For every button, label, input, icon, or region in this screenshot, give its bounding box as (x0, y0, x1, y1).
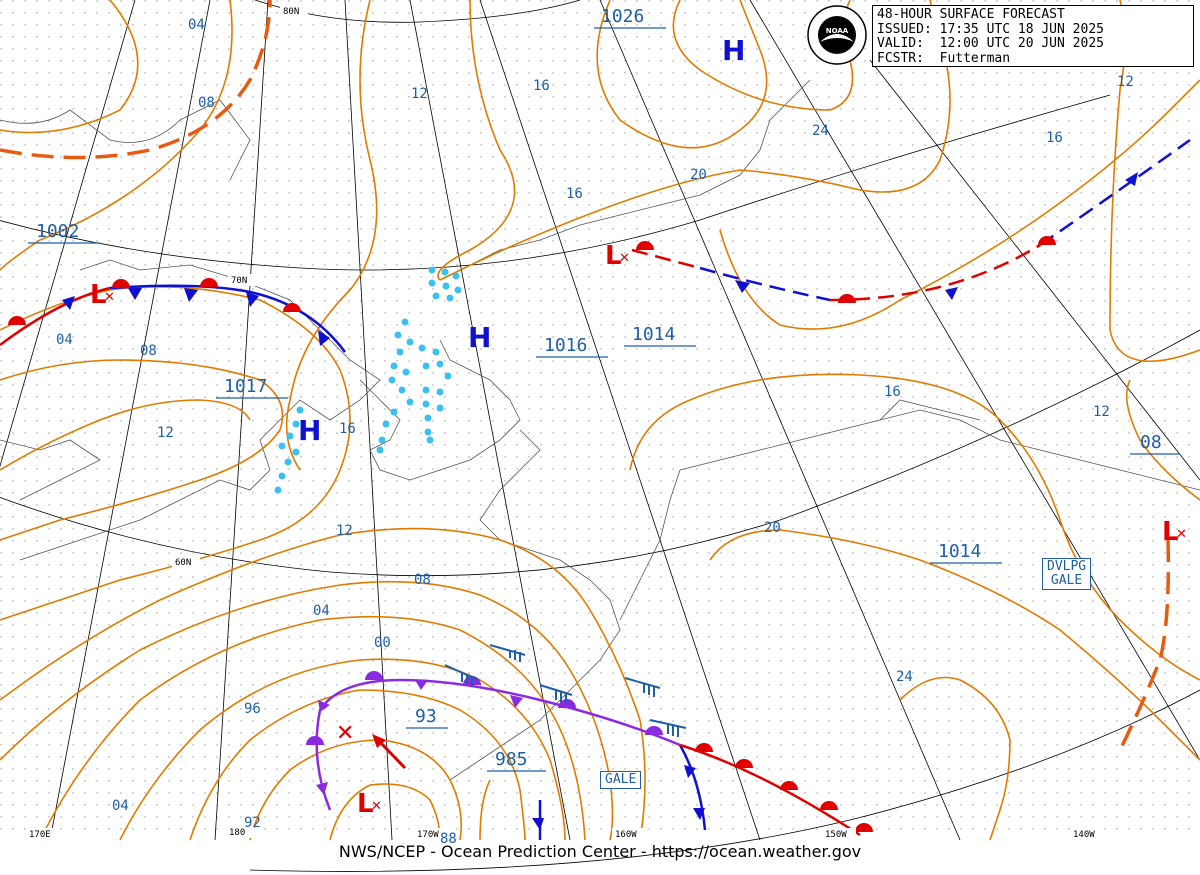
isobar-label: 04 (188, 17, 205, 33)
high-center-letter: H (722, 34, 745, 67)
isobar-label: 12 (1117, 74, 1134, 90)
isobar-label: 12 (157, 425, 174, 441)
isobar-label: 12 (1093, 404, 1110, 420)
trough-lines (0, 0, 1171, 751)
isobar-label: 24 (812, 123, 829, 139)
high-pressure-value: 1026 (601, 6, 644, 27)
isobar-label: 16 (1046, 130, 1063, 146)
lat-label-80n: 80N (283, 7, 299, 17)
low-pressure-value: 08 (1140, 432, 1162, 453)
isobar-label: 04 (112, 798, 129, 814)
isobar-label: 88 (440, 831, 457, 847)
lat-label-70n: 70N (231, 276, 247, 286)
noaa-logo: NOAA (807, 5, 867, 65)
low-center-letter: L (605, 241, 622, 271)
isobar-label: 12 (411, 86, 428, 102)
graticule-labels: 80N 70N 60N 170E 180 170W 160W 150W 140W (26, 5, 1104, 840)
svg-text:✕: ✕ (619, 251, 630, 266)
isobars (0, 0, 1200, 841)
motion-arrow (376, 738, 407, 770)
isobar-label: 08 (198, 95, 215, 111)
isobar-label: 08 (414, 572, 431, 588)
lat-label-60n: 60N (175, 558, 191, 568)
coastlines (0, 79, 1200, 781)
forecaster-name: FCSTR: Futterman (877, 50, 1011, 66)
isobar-label: 16 (533, 78, 550, 94)
high-center-letter: H (298, 414, 321, 447)
isobar-label: 16 (566, 186, 583, 202)
lon-label-180: 180 (229, 828, 245, 838)
dotted-grid (0, 0, 1200, 840)
lon-label-170w: 170W (417, 830, 439, 840)
lon-label-170e: 170E (29, 830, 51, 840)
isobar-label: 00 (374, 635, 391, 651)
front-symbols (8, 172, 1138, 832)
lon-label-140w: 140W (1073, 830, 1095, 840)
warning-line-1: DVLPG (1047, 559, 1087, 574)
high-pressure-value: 1017 (224, 376, 267, 397)
isobar-label: 24 (896, 669, 913, 685)
issued-time: ISSUED: 17:35 UTC 18 JUN 2025 (877, 21, 1104, 37)
isobar-label: 16 (339, 421, 356, 437)
isobar-labels: 04 08 12 16 20 24 16 12 16 20 24 16 12 0… (56, 17, 1134, 847)
high-centers: H H H (298, 34, 745, 447)
gale-warning: GALE (600, 771, 642, 789)
low-pressure-value: 1014 (632, 324, 675, 345)
low-center-letter: L (357, 789, 374, 819)
sea-ice (274, 266, 462, 494)
isobar-label: 08 (140, 343, 157, 359)
pressure-labels: 1026 1016 1017 1002 1014 08 985 93 1014 (28, 6, 1180, 772)
high-center-letter: H (468, 321, 491, 354)
warning-line-2: GALE (1050, 573, 1083, 588)
valid-time: VALID: 12:00 UTC 20 JUN 2025 (877, 36, 1104, 52)
forecast-title: 48-HOUR SURFACE FORECAST (877, 7, 1065, 22)
lon-label-160w: 160W (615, 830, 637, 840)
isobar-label: 04 (313, 603, 330, 619)
svg-text:✕: ✕ (1176, 527, 1187, 542)
lon-label-150w: 150W (825, 830, 847, 840)
forecast-header: 48-HOUR SURFACE FORECAST ISSUED: 17:35 U… (872, 5, 1194, 67)
low-pressure-value: 1002 (36, 221, 79, 242)
isobar-label: 96 (244, 701, 261, 717)
noaa-logo-text: NOAA (826, 27, 849, 35)
isobar-label: 20 (690, 167, 707, 183)
isobar-label: 12 (336, 523, 353, 539)
gale-label: GALE (605, 772, 637, 787)
low-pressure-value: 985 (495, 749, 528, 770)
isobar-label: 04 (56, 332, 73, 348)
isobar-label: 92 (244, 815, 261, 831)
low-center-letter: L (1162, 517, 1179, 547)
low-pressure-value: 93 (415, 706, 437, 727)
low-pressure-value: 1014 (938, 541, 981, 562)
low-centers: L ✕ L ✕ L ✕ L ✕ ✕ (90, 241, 1187, 819)
low-center-letter: L (90, 280, 107, 310)
svg-text:✕: ✕ (104, 290, 115, 305)
high-pressure-value: 1016 (544, 335, 587, 356)
footer-credit: NWS/NCEP - Ocean Prediction Center - htt… (338, 842, 862, 861)
isobar-label: 16 (884, 384, 901, 400)
low-position-marker: ✕ (336, 721, 354, 746)
wind-barbs (444, 644, 687, 737)
svg-text:✕: ✕ (371, 799, 382, 814)
isobar-label: 20 (764, 520, 781, 536)
developing-gale-warning: DVLPG GALE (1042, 558, 1092, 590)
